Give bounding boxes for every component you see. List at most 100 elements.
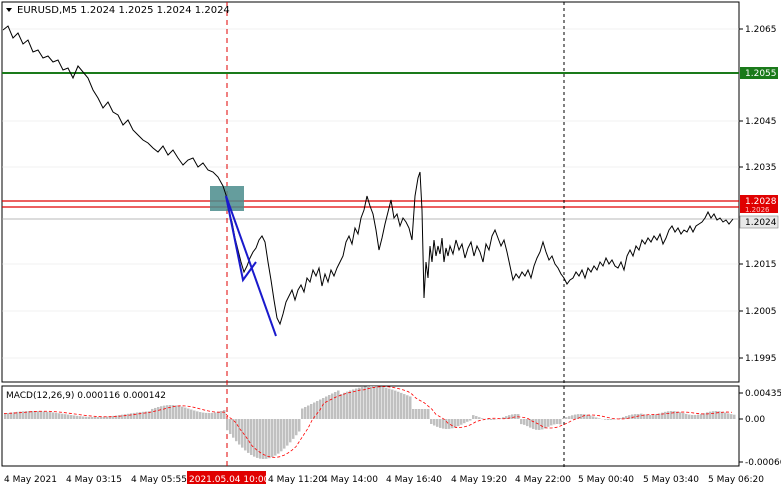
- macd-bar: [307, 405, 310, 419]
- main-pane-frame: [1, 1, 740, 383]
- time-label: 5 May 00:40: [578, 475, 634, 485]
- macd-histogram: [4, 386, 736, 459]
- macd-bar: [364, 386, 367, 419]
- macd-tick: -0.00066: [745, 458, 781, 468]
- macd-bar: [139, 412, 142, 419]
- macd-bar: [514, 414, 517, 419]
- macd-bar: [520, 419, 523, 425]
- macd-bar: [106, 416, 109, 419]
- macd-bar: [559, 419, 562, 425]
- macd-bar: [487, 419, 490, 420]
- macd-bar: [481, 418, 484, 419]
- macd-bar: [286, 419, 289, 446]
- macd-bar: [331, 393, 334, 419]
- macd-bar: [493, 419, 496, 420]
- macd-bar: [535, 419, 538, 430]
- macd-bar: [394, 390, 397, 419]
- macd-bar: [136, 412, 139, 419]
- price-tick: 1.2005: [745, 307, 777, 317]
- signal-line-long[interactable]: [225, 195, 277, 337]
- macd-bar: [220, 410, 223, 419]
- macd-bar: [409, 396, 412, 419]
- macd-bar: [445, 419, 448, 429]
- price-tick: 1.2035: [745, 163, 777, 173]
- macd-bar: [346, 391, 349, 419]
- macd-bar: [586, 414, 589, 419]
- macd-bar: [79, 416, 82, 419]
- time-label: 4 May 11:20: [268, 475, 324, 485]
- macd-bar: [472, 415, 475, 419]
- macd-bar: [130, 413, 133, 419]
- time-label: 4 May 03:15: [66, 475, 122, 485]
- macd-bar: [172, 405, 175, 419]
- macd-bar: [304, 407, 307, 419]
- macd-bar: [91, 416, 94, 419]
- macd-bar: [667, 411, 670, 419]
- macd-bar: [691, 414, 694, 419]
- macd-bar: [151, 408, 154, 419]
- macd-bar: [340, 394, 343, 419]
- macd-bar: [145, 411, 148, 419]
- macd-bar: [73, 415, 76, 419]
- macd-bar: [553, 419, 556, 425]
- macd-bar: [127, 413, 130, 419]
- macd-bar: [634, 414, 637, 419]
- macd-bar: [631, 414, 634, 419]
- macd-bar: [247, 419, 250, 453]
- time-label: 4 May 16:40: [386, 475, 442, 485]
- macd-bar: [244, 419, 247, 451]
- macd-bar: [148, 411, 151, 419]
- price-box-current-label: 1.2024: [745, 218, 777, 228]
- price-box-current: 1.2024: [739, 215, 779, 229]
- macd-bar: [703, 413, 706, 419]
- macd-bar: [466, 419, 469, 422]
- price-tick: 1.1995: [745, 354, 777, 364]
- macd-bar: [169, 405, 172, 419]
- macd-bar: [226, 419, 229, 431]
- macd-bar: [82, 416, 85, 419]
- macd-bar: [640, 413, 643, 419]
- macd-bar: [718, 411, 721, 419]
- macd-bar: [283, 419, 286, 449]
- macd-bar: [67, 414, 70, 419]
- macd-bar: [70, 415, 73, 419]
- macd-bar: [292, 419, 295, 439]
- macd-bar: [655, 414, 658, 419]
- macd-bar: [721, 411, 724, 419]
- dropdown-triangle-icon[interactable]: [6, 8, 12, 12]
- macd-bar: [700, 414, 703, 419]
- macd-bar: [154, 407, 157, 419]
- macd-bar: [25, 411, 28, 419]
- macd-bar: [733, 414, 736, 419]
- time-highlight-box: [187, 471, 266, 484]
- macd-bar: [28, 411, 31, 419]
- macd-bar: [556, 419, 559, 425]
- macd-bar: [619, 417, 622, 419]
- macd-bar: [211, 412, 214, 419]
- macd-bar: [265, 419, 268, 459]
- macd-bar: [676, 411, 679, 419]
- time-label: 5 May 06:20: [708, 475, 764, 485]
- macd-bar: [349, 390, 352, 419]
- macd-bar: [184, 407, 187, 419]
- macd-bar: [199, 412, 202, 419]
- macd-bar: [49, 412, 52, 419]
- macd-bar: [358, 387, 361, 419]
- macd-bar: [262, 419, 265, 459]
- macd-bar: [217, 411, 220, 419]
- macd-bar: [274, 419, 277, 456]
- macd-bar: [664, 411, 667, 419]
- macd-bar: [37, 411, 40, 419]
- macd-bar: [511, 414, 514, 419]
- macd-bar: [250, 419, 253, 455]
- macd-bar: [76, 415, 79, 419]
- macd-bar: [121, 414, 124, 419]
- macd-bar: [40, 411, 43, 419]
- macd-bar: [673, 411, 676, 419]
- macd-bar: [652, 414, 655, 419]
- macd-bar: [34, 411, 37, 419]
- macd-signal-line: [3, 386, 733, 458]
- macd-bar: [160, 406, 163, 419]
